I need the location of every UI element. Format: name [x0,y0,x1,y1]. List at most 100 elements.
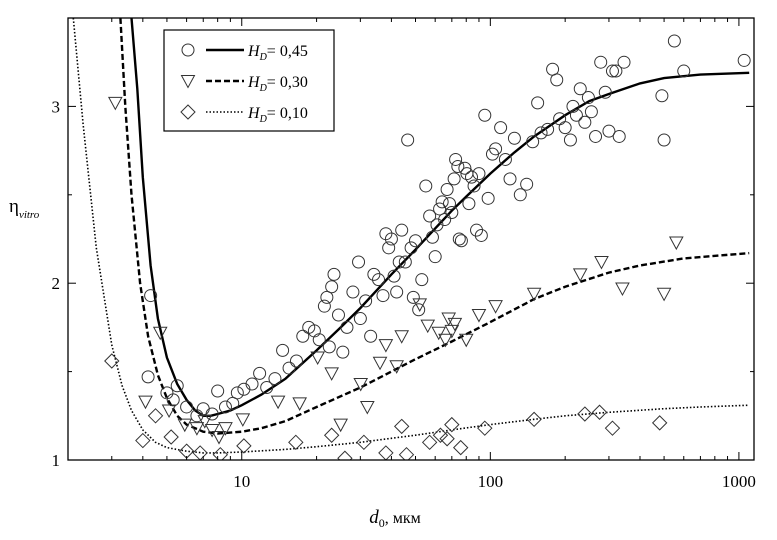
y-axis-title: ηvitro [9,196,40,221]
data-point-circle [289,354,303,368]
data-point-triangle-down [138,395,153,410]
data-point-circle [498,152,512,166]
legend-label-010: HD= 0,10 [247,105,308,125]
data-point-circle [245,377,259,391]
data-point-diamond [147,408,164,424]
data-point-circle [340,320,354,334]
data-point-circle [602,124,616,138]
data-point-circle [367,267,381,281]
data-point-circle [449,152,463,166]
data-point-circle [435,195,449,209]
data-point-circle [230,386,244,400]
data-point-circle [395,223,409,237]
data-point-circle [322,340,336,354]
data-point-circle [425,230,439,244]
data-point-triangle-down [615,282,630,297]
data-point-circle [423,209,437,223]
y-axis-title-main: η [9,196,19,217]
data-point-circle [534,126,548,140]
data-point-diamond [526,411,542,428]
data-point-circle [612,129,626,143]
data-point-circle [507,131,521,145]
data-point-diamond [236,438,252,454]
data-point-circle [406,290,420,304]
x-tick-label: 10 [233,472,250,491]
data-point-triangle-down [235,413,251,427]
data-point-circle [268,372,282,386]
legend-marker-circle [181,43,195,57]
data-point-circle [598,85,612,99]
data-point-circle [445,205,459,219]
data-point-circle [336,345,350,359]
data-point-triangle-down [447,317,463,332]
data-point-circle [404,241,418,255]
data-point-triangle-down [526,287,542,302]
data-points [104,34,751,460]
data-point-triangle-down [107,96,123,111]
data-point-circle [605,64,619,78]
y-tick-label: 1 [52,451,61,470]
x-axis-title: d0, мкм [369,507,421,530]
data-point-circle [325,280,339,294]
legend-label-010-sub: D [259,114,268,125]
data-point-diamond [577,406,593,422]
data-point-circle [569,108,583,122]
data-point-circle [166,393,180,407]
data-point-diamond [337,450,353,460]
data-point-circle [474,228,488,242]
data-point-circle [412,303,426,317]
data-point-circle [327,267,341,281]
data-point-diamond [444,416,460,433]
legend-label-010-rest: = 0,10 [267,105,308,122]
data-point-circle [447,172,461,186]
data-point-circle [481,191,495,205]
data-point-circle [253,366,267,380]
data-point-diamond [421,434,438,451]
plot-frame [67,17,755,461]
data-point-circle [520,177,534,191]
data-point-triangle-down [177,418,193,433]
data-point-diamond [288,434,304,451]
data-point-triangle-down [471,309,487,323]
data-point-circle [352,255,366,269]
data-point-triangle-down [333,418,349,433]
x-tick-label: 1000 [722,472,756,491]
data-point-circle [317,299,331,313]
data-point-diamond [135,432,151,449]
legend-label-030-rest: = 0,30 [267,74,308,91]
data-point-triangle-down [310,351,325,366]
data-point-diamond [604,420,621,436]
data-point-circle [390,285,404,299]
y-axis-title-sub: vitro [19,209,40,221]
data-point-circle [144,289,158,303]
data-point-diamond [104,353,120,369]
data-point-circle [526,135,540,149]
data-point-triangle-down [189,422,205,436]
data-point-circle [503,172,517,186]
data-point-circle [398,255,412,269]
data-point-circle [667,34,681,48]
x-axis-title-main: d [369,507,379,528]
data-point-triangle-down [394,330,410,344]
legend-label-030-main: H [247,74,261,91]
data-point-diamond [398,446,415,460]
data-point-circle [451,160,465,174]
data-point-triangle-down [668,236,684,251]
data-point-triangle-down [572,268,588,282]
data-point-triangle-down [438,333,453,348]
data-point-circle [472,167,486,181]
data-point-circle [409,234,423,248]
data-point-circle [573,82,587,96]
data-point-circle [566,99,580,113]
data-point-circle [401,133,415,147]
data-point-circle [141,370,155,384]
data-point-triangle-down [211,431,227,445]
data-point-circle [513,188,527,202]
data-point-triangle-down [270,395,286,410]
data-point-triangle-down [441,312,457,327]
data-point-circle [578,115,592,129]
data-point-circle [218,400,232,414]
chart-axes: 10 100 1000 1 2 3 [52,17,756,491]
data-point-triangle-down [488,300,503,314]
data-point-triangle-down [324,367,340,381]
